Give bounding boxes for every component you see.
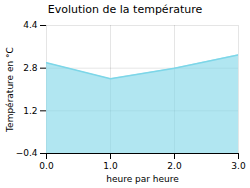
svg-text:−0.4: −0.4	[16, 148, 38, 158]
svg-text:1.2: 1.2	[23, 106, 37, 116]
svg-text:2.8: 2.8	[23, 63, 38, 73]
svg-text:heure par heure: heure par heure	[106, 174, 179, 184]
svg-text:Température en °C: Température en °C	[5, 47, 15, 133]
svg-text:4.4: 4.4	[23, 20, 38, 30]
svg-text:3.0: 3.0	[231, 161, 246, 171]
svg-text:2.0: 2.0	[167, 161, 182, 171]
svg-text:0.0: 0.0	[39, 161, 54, 171]
svg-text:1.0: 1.0	[103, 161, 118, 171]
html-text:Evolution de la température: Evolution de la température	[47, 3, 203, 16]
